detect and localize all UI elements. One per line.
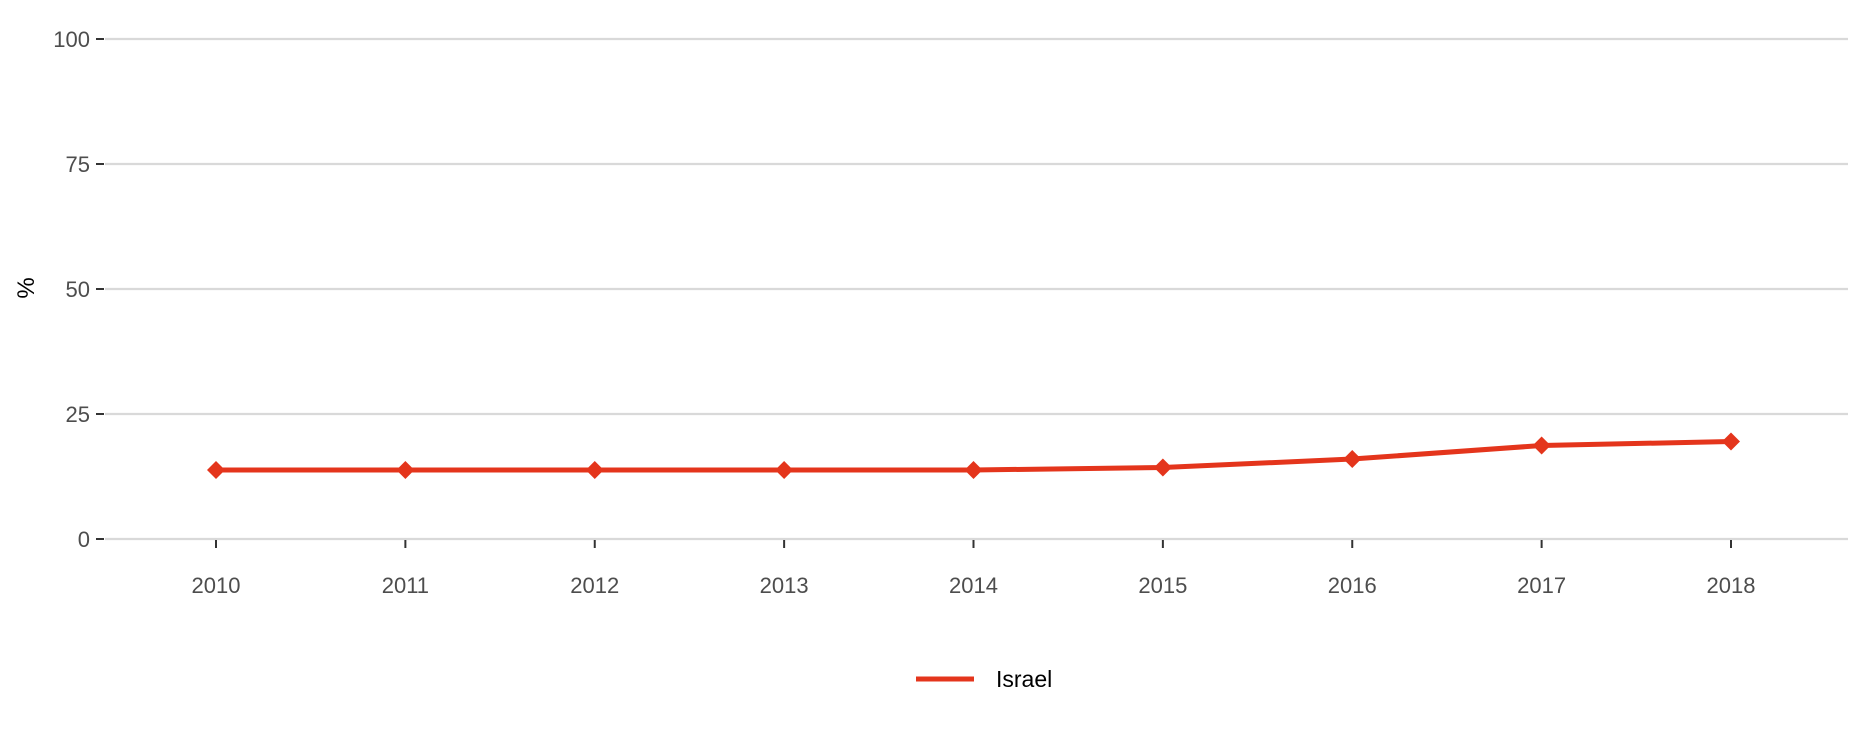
x-tick-label-2016: 2016 — [1328, 573, 1377, 598]
data-point-2016 — [1343, 450, 1362, 468]
y-axis-title: % — [13, 277, 40, 298]
x-tick-label-2017: 2017 — [1517, 573, 1566, 598]
legend-label-israel: Israel — [996, 666, 1052, 692]
x-tick-label-2018: 2018 — [1707, 573, 1756, 598]
gridlines — [105, 37, 1848, 541]
data-point-2014 — [964, 461, 983, 479]
data-point-2018 — [1722, 432, 1740, 451]
data-point-2010 — [207, 461, 225, 479]
data-point-2015 — [1153, 458, 1172, 477]
x-tick-label-2012: 2012 — [570, 573, 619, 598]
y-axis: 0 25 50 75 100 — [53, 27, 104, 552]
data-point-2011 — [396, 461, 415, 479]
x-tick-label-2011: 2011 — [382, 573, 429, 598]
x-tick-label-2014: 2014 — [949, 573, 998, 598]
series-layer — [207, 432, 1740, 479]
y-tick-label-100: 100 — [53, 27, 90, 52]
data-point-2013 — [775, 461, 794, 479]
x-tick-label-2010: 2010 — [192, 573, 241, 598]
x-axis: 2010 2011 2012 2013 2014 2015 2016 2017 2018 — [192, 540, 1756, 598]
y-tick-label-25: 25 — [66, 402, 90, 427]
y-tick-label-50: 50 — [66, 277, 90, 302]
x-tick-label-2013: 2013 — [760, 573, 809, 598]
data-point-2017 — [1532, 436, 1551, 455]
y-tick-label-75: 75 — [66, 152, 90, 177]
data-point-2012 — [585, 461, 604, 479]
legend: Israel — [916, 666, 1052, 692]
x-tick-label-2015: 2015 — [1138, 573, 1187, 598]
y-tick-label-0: 0 — [78, 527, 90, 552]
